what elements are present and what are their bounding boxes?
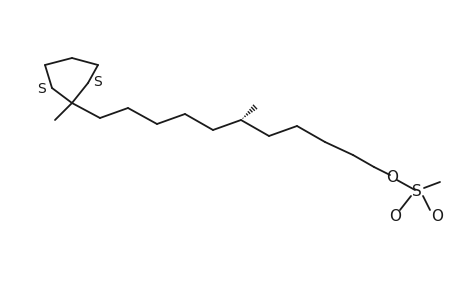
Text: O: O [385,169,397,184]
Text: O: O [430,209,442,224]
Text: S: S [94,75,102,89]
Text: S: S [38,82,46,96]
Text: O: O [388,209,400,224]
Text: S: S [411,184,421,200]
